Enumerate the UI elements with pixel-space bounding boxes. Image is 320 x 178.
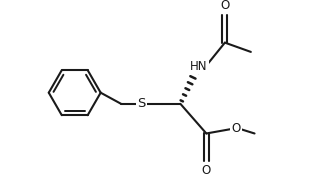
Text: HN: HN — [190, 60, 208, 73]
Text: O: O — [231, 122, 241, 135]
Text: O: O — [202, 164, 211, 177]
Text: O: O — [220, 0, 229, 12]
Text: S: S — [137, 97, 146, 110]
